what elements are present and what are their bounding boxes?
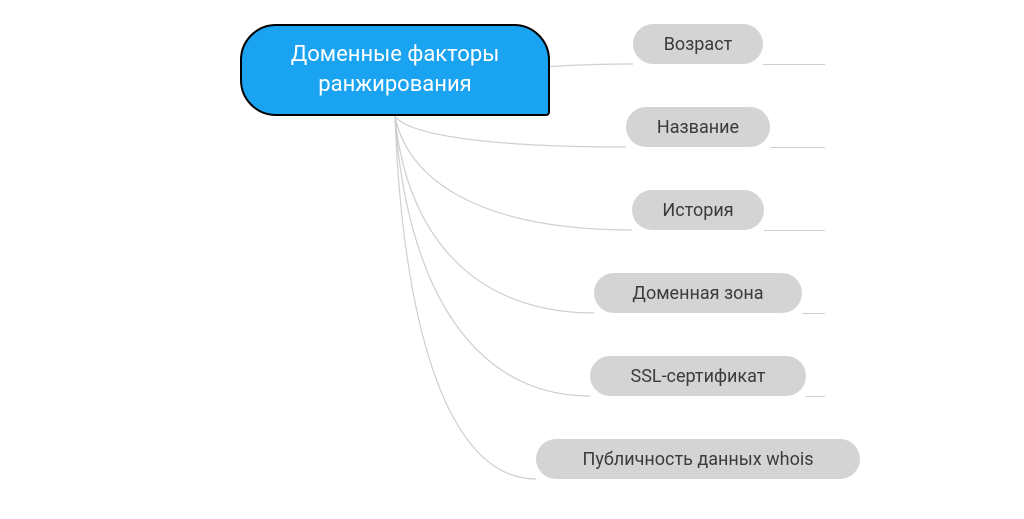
child-node-whois[interactable]: Публичность данных whois — [536, 439, 860, 479]
child-node-label: Возраст — [664, 34, 733, 55]
edge-whois — [395, 116, 536, 479]
child-node-name[interactable]: Название — [626, 107, 770, 147]
root-node-label: Доменные факторы ранжирования — [291, 40, 500, 99]
child-underline-ssl — [806, 396, 825, 397]
edge-history — [395, 116, 632, 230]
edge-ssl — [395, 116, 590, 396]
mindmap-canvas: Доменные факторы ранжирования Возраст Назв… — [0, 0, 1024, 519]
child-underline-age — [763, 64, 825, 65]
child-node-label: Название — [657, 117, 739, 138]
child-node-age[interactable]: Возраст — [633, 24, 763, 64]
child-underline-history — [764, 230, 825, 231]
child-node-zone[interactable]: Доменная зона — [594, 273, 802, 313]
edge-name — [395, 116, 626, 147]
child-node-label: Доменная зона — [632, 283, 763, 304]
root-node[interactable]: Доменные факторы ранжирования — [240, 24, 550, 116]
child-node-history[interactable]: История — [632, 190, 764, 230]
child-node-ssl[interactable]: SSL-сертификат — [590, 356, 806, 396]
child-underline-name — [770, 147, 825, 148]
edge-zone — [395, 116, 594, 313]
child-node-label: История — [662, 200, 733, 221]
child-node-label: Публичность данных whois — [582, 449, 813, 470]
child-underline-zone — [802, 313, 825, 314]
child-node-label: SSL-сертификат — [631, 366, 766, 387]
